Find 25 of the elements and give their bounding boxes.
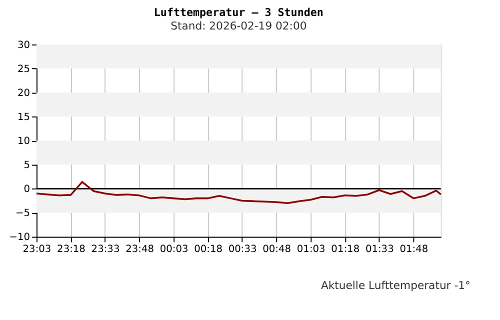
- y-tick-label: 20: [18, 88, 30, 99]
- x-tick-label: 00:03: [160, 244, 188, 256]
- x-tick-label: 01:48: [400, 244, 428, 256]
- y-tick-label: 10: [18, 136, 30, 148]
- chart-title: Lufttemperatur – 3 Stunden: [154, 6, 324, 19]
- x-tick-label: 01:03: [296, 244, 326, 256]
- x-tick-label: 00:33: [228, 244, 257, 256]
- x-tick-label: 01:18: [331, 244, 360, 256]
- x-tick-label: 23:33: [91, 244, 120, 256]
- y-tick-label: 0: [24, 184, 30, 196]
- y-tick-label: −10: [9, 232, 30, 244]
- y-tick-label: 15: [18, 112, 30, 124]
- line-series: [36, 181, 442, 204]
- x-tick-label: 23:48: [126, 244, 154, 256]
- x-tick-label: 23:18: [57, 244, 86, 256]
- y-tick-label: −5: [16, 208, 30, 220]
- y-tick-label: 5: [24, 160, 30, 172]
- x-tick-label: 00:18: [194, 244, 223, 256]
- text: Aktuelle Lufttemperatur -1°: [320, 279, 470, 292]
- y-tick-label: 30: [18, 40, 30, 51]
- chart-subtitle: Stand: 2026-02-19 02:00: [170, 20, 307, 33]
- y-tick-label: 25: [18, 64, 30, 75]
- x-tick-label: 01:33: [365, 244, 394, 256]
- x-tick-label: 23:03: [22, 244, 52, 256]
- x-tick-label: 00:48: [262, 244, 292, 256]
